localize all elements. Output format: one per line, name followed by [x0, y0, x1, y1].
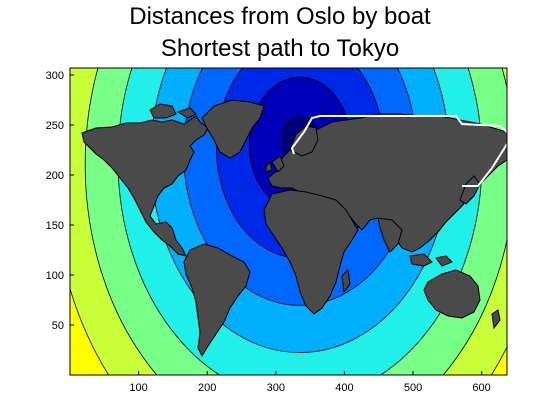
land-madagascar [341, 268, 351, 294]
y-tick-label: 300 [46, 70, 64, 82]
land-india [377, 217, 403, 253]
x-tick-label: 200 [198, 382, 216, 394]
shortest-path-line [290, 115, 507, 155]
x-tick-label: 400 [335, 382, 353, 394]
land-british-isles [265, 155, 285, 173]
x-tick-label: 500 [404, 382, 422, 394]
land-australia [423, 269, 481, 319]
x-tick-label: 600 [472, 382, 490, 394]
y-tick-label: 100 [46, 270, 64, 282]
land-masses [81, 99, 507, 358]
y-tick-label: 150 [46, 220, 64, 232]
land-north-america [81, 115, 209, 257]
land-arctic-islands [149, 103, 197, 119]
x-tick-label: 100 [129, 382, 147, 394]
y-tick-label: 50 [52, 320, 64, 332]
x-tick-label: 300 [267, 382, 285, 394]
land-africa [263, 189, 359, 315]
y-tick-label: 200 [46, 170, 64, 182]
plot-frame [69, 67, 508, 376]
land-indonesia [409, 253, 453, 267]
land-new-zealand [491, 309, 501, 330]
axis-ticks: 100 200 300 400 500 600 300 250 200 150 100 50 [46, 70, 491, 394]
land-south-america [183, 243, 251, 358]
map-title-line2: Shortest path to Tokyo [160, 35, 400, 62]
land-greenland [201, 99, 265, 159]
shortest-path-line-pacific [462, 143, 507, 187]
land-japan [459, 175, 481, 205]
map-title-line1: Distances from Oslo by boat [129, 3, 431, 30]
land-scandinavia [289, 125, 319, 157]
y-tick-label: 250 [46, 120, 64, 132]
